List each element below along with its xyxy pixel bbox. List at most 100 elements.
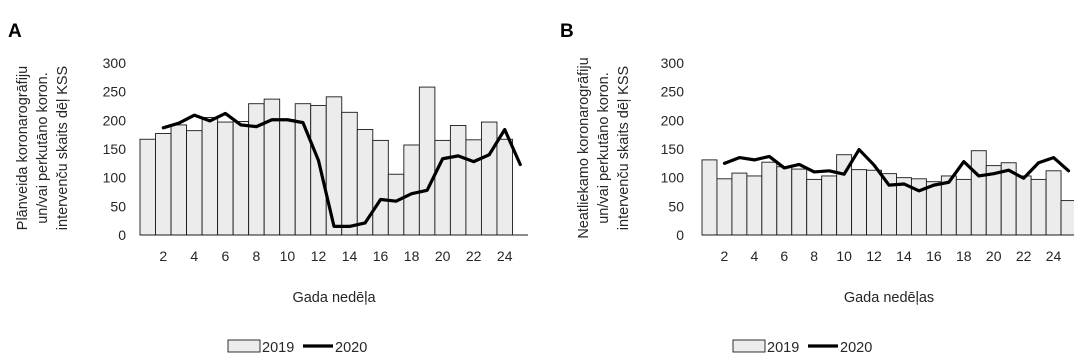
bar [418, 86, 436, 236]
bar [403, 144, 420, 236]
x-tick-label: 10 [836, 248, 852, 264]
bar [372, 139, 389, 236]
bar [791, 168, 808, 236]
y-axis-title-line: intervenču skaits dēļ KSS [616, 66, 632, 230]
bar-series-2019 [701, 150, 1074, 236]
bar [1060, 200, 1074, 236]
bar [1030, 178, 1047, 236]
legend: 2019 2020 [227, 339, 367, 356]
legend-label-2020: 2020 [840, 340, 872, 356]
y-tick-label: 0 [118, 227, 126, 243]
x-tick-label: 2 [721, 248, 729, 264]
legend-label-2019: 2019 [767, 340, 799, 356]
y-tick-label: 150 [103, 141, 127, 157]
bar [170, 124, 188, 236]
bar [387, 173, 405, 236]
x-tick-label: 16 [926, 248, 942, 264]
x-tick-label: 24 [497, 248, 513, 264]
y-axis-title-line: Neatliekamo koronarogrāfiju [576, 57, 592, 238]
y-axis-title-line: un/vai perkutāno koron. [596, 72, 612, 224]
y-tick-label: 300 [661, 55, 685, 71]
x-tick-label: 12 [866, 248, 882, 264]
bar [776, 166, 793, 236]
y-tick-label: 50 [668, 198, 684, 214]
bar [1015, 175, 1032, 236]
panel-label: A [8, 21, 22, 42]
bar-series-2019 [139, 86, 513, 236]
x-tick-label: 10 [280, 248, 296, 264]
x-tick-label: 24 [1046, 248, 1062, 264]
bar [925, 181, 942, 236]
bar [821, 175, 838, 236]
x-tick-label: 6 [780, 248, 788, 264]
x-tick-label: 22 [466, 248, 482, 264]
x-tick-label: 16 [373, 248, 389, 264]
legend-label-2019: 2019 [262, 340, 294, 356]
bar [496, 138, 513, 236]
x-tick-label: 20 [986, 248, 1002, 264]
bar [356, 129, 374, 236]
x-tick-label: 20 [435, 248, 451, 264]
bar [716, 178, 733, 236]
bar [970, 150, 987, 236]
x-tick-label: 4 [190, 248, 198, 264]
x-tick-label: 8 [810, 248, 818, 264]
x-tick-label: 12 [311, 248, 327, 264]
y-tick-label: 250 [103, 84, 127, 100]
y-tick-label: 300 [103, 55, 127, 71]
bar [480, 121, 498, 236]
y-tick-label: 200 [103, 112, 127, 128]
bar [701, 159, 718, 236]
y-tick-label: 0 [676, 227, 684, 243]
line-series-2020 [722, 147, 1071, 193]
bar [806, 178, 823, 236]
bar [232, 121, 250, 236]
bar [310, 104, 327, 236]
legend-label-2020: 2020 [335, 340, 367, 356]
bar [731, 172, 748, 236]
x-tick-label: 14 [342, 248, 358, 264]
bar [341, 111, 358, 236]
y-tick-label: 100 [103, 170, 127, 186]
bar [465, 139, 482, 236]
x-tick-label: 18 [956, 248, 972, 264]
bar [217, 121, 234, 236]
x-tick-label: 18 [404, 248, 420, 264]
bar [851, 169, 868, 236]
x-tick-label: 6 [221, 248, 229, 264]
bar [955, 178, 972, 236]
x-tick-label: 22 [1016, 248, 1032, 264]
bar [155, 133, 172, 236]
y-tick-label: 100 [661, 170, 685, 186]
bar [186, 130, 203, 236]
bar [761, 161, 778, 236]
x-tick-label: 8 [253, 248, 261, 264]
bar [746, 175, 763, 236]
bar [449, 125, 467, 236]
bar [201, 117, 219, 236]
x-tick-label: 14 [896, 248, 912, 264]
x-tick-label: 4 [750, 248, 758, 264]
y-axis-title-line: Plānveida koronarogrāfiju [15, 66, 31, 230]
bar [434, 139, 451, 236]
y-axis-title-line: intervenču skaits dēļ KSS [55, 66, 71, 230]
y-tick-label: 50 [110, 198, 126, 214]
panel-label: B [560, 21, 574, 42]
bar [139, 138, 156, 236]
legend: 2019 2020 [732, 339, 872, 356]
bar [866, 169, 882, 236]
legend-swatch-2019 [732, 339, 766, 353]
x-axis-title: Gada nedēļa [292, 290, 376, 306]
line-series-2020 [161, 111, 522, 228]
x-axis-title: Gada nedēļas [844, 290, 934, 306]
bar [279, 119, 296, 236]
bar [325, 96, 343, 236]
legend-swatch-2019 [227, 339, 261, 353]
y-tick-label: 250 [661, 84, 685, 100]
y-tick-label: 150 [661, 141, 685, 157]
y-tick-label: 200 [661, 112, 685, 128]
bar [1045, 170, 1062, 236]
